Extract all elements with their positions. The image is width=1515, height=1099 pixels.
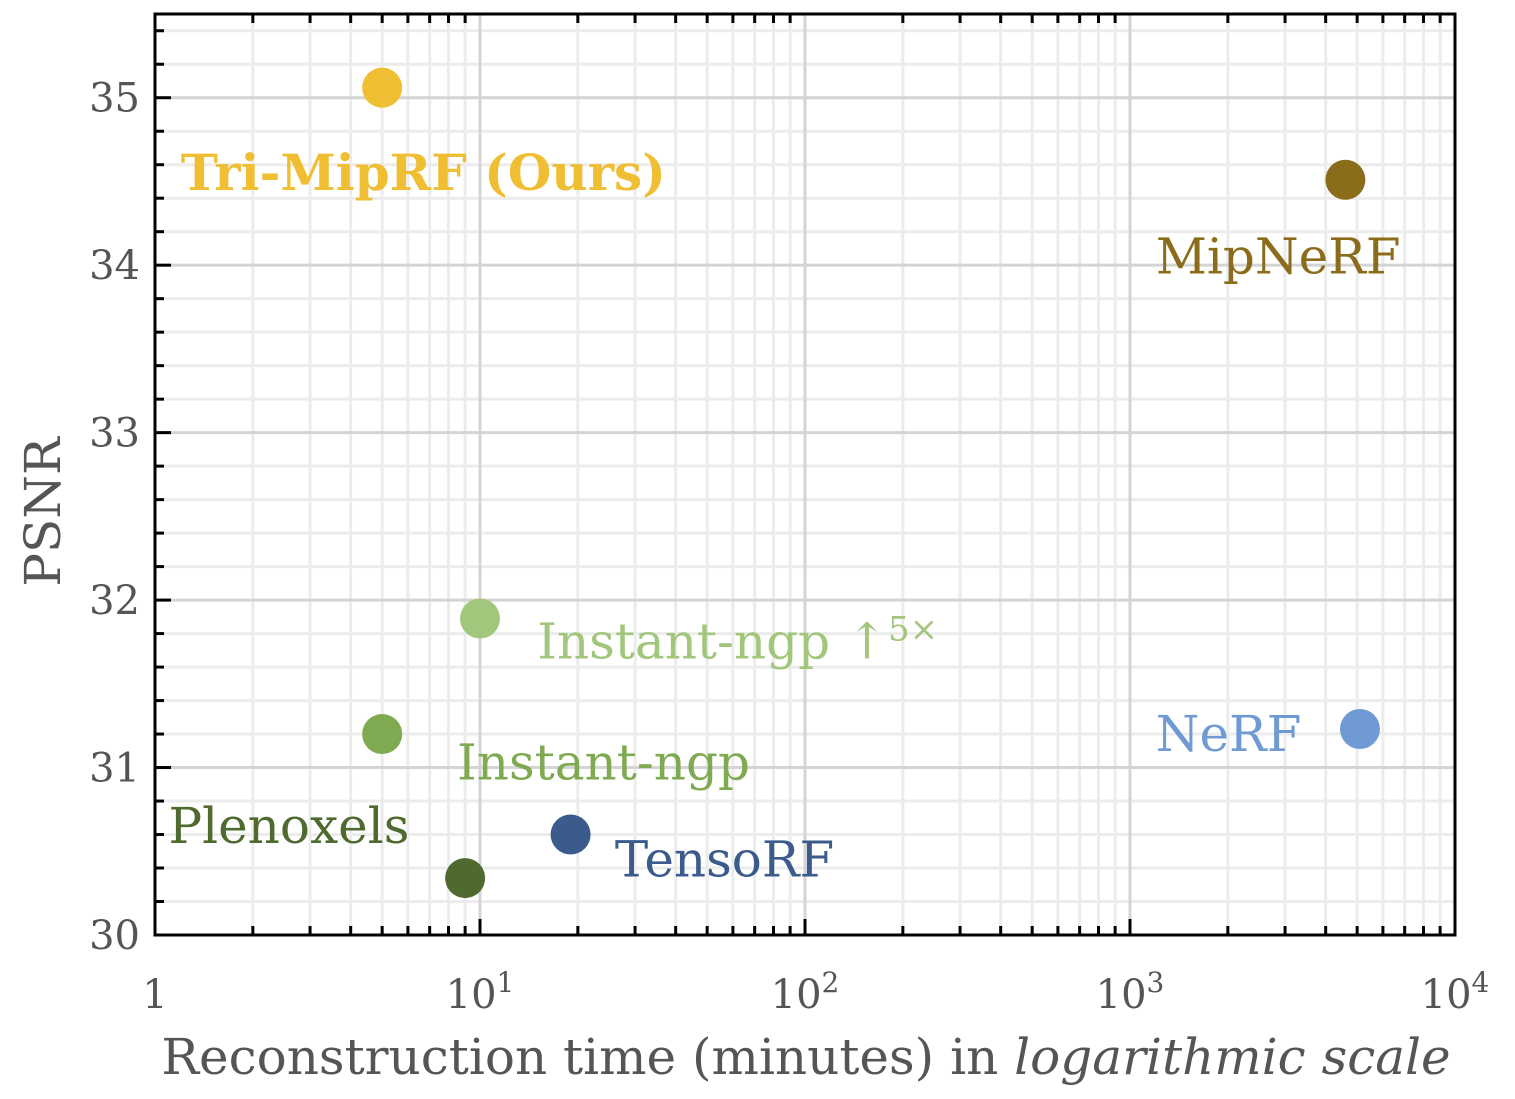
point-label: MipNeRF [1156,228,1401,286]
data-point [362,714,403,755]
x-tick-base: 10 [1421,972,1472,1018]
up-arrow-icon: ↑ [846,613,888,671]
point-label-name: Tri-MipRF (Ours) [181,143,666,202]
y-axis-title: PSNR [14,436,72,587]
point-label-name: Instant-ngp [537,613,846,671]
point-label-superscript: 5× [888,610,938,650]
x-axis-title: Reconstruction time (minutes) in logarit… [161,1028,1450,1086]
x-tick-exponent: 1 [497,966,515,999]
data-point [362,67,403,108]
x-tick-label: 103 [1096,966,1165,1018]
x-tick-label: 104 [1421,966,1490,1018]
point-label-name: NeRF [1156,705,1302,763]
point-label: Plenoxels [168,797,409,855]
y-tick-label: 33 [89,411,140,457]
x-tick-base: 1 [142,972,167,1018]
y-tick-label: 31 [89,746,140,792]
point-label: Tri-MipRF (Ours) [181,143,666,202]
x-tick-base: 10 [446,972,497,1018]
data-point [460,598,500,639]
x-tick-label: 101 [446,966,515,1018]
data-point [1325,159,1366,200]
data-points [362,67,1380,899]
x-tick-exponent: 2 [822,966,840,999]
data-point [550,814,591,855]
x-tick-exponent: 3 [1147,966,1165,999]
point-label-name: Instant-ngp [457,733,750,791]
point-label-name: TensoRF [615,830,834,888]
point-label-name: Plenoxels [168,797,409,855]
x-tick-base: 10 [1096,972,1147,1018]
point-label: NeRF [1156,705,1302,763]
x-tick-label: 102 [771,966,840,1018]
y-tick-label: 32 [89,578,140,624]
x-tick-exponent: 4 [1472,966,1490,999]
x-axis-title-italic: logarithmic scale [1014,1028,1450,1086]
data-point [445,858,486,899]
x-tick-base: 10 [771,972,822,1018]
x-axis-title-main: Reconstruction time (minutes) in [161,1028,1014,1086]
point-label: Instant-ngp ↑5× [537,610,938,671]
point-label: Instant-ngp [457,733,750,791]
point-label-name: MipNeRF [1156,228,1401,286]
y-tick-label: 30 [89,913,140,959]
point-label: TensoRF [615,830,834,888]
data-point [1339,709,1380,750]
y-tick-label: 35 [89,76,140,122]
x-tick-label: 1 [142,972,167,1018]
plot-frame [153,12,1457,937]
y-tick-label: 34 [89,243,140,289]
